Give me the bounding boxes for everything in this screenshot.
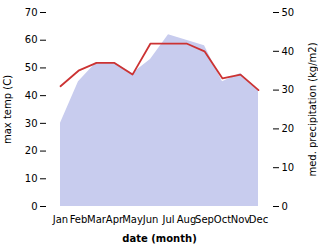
- svg-text:10: 10: [25, 173, 38, 184]
- svg-text:Jul: Jul: [161, 214, 174, 225]
- svg-text:20: 20: [25, 145, 38, 156]
- svg-text:Jun: Jun: [142, 214, 159, 225]
- svg-text:20: 20: [282, 123, 295, 134]
- svg-text:max temp (C): max temp (C): [2, 75, 13, 144]
- svg-text:0: 0: [31, 201, 37, 212]
- svg-text:Dec: Dec: [249, 214, 268, 225]
- svg-text:Sep: Sep: [195, 214, 214, 225]
- svg-text:Aug: Aug: [177, 214, 197, 225]
- svg-text:Jan: Jan: [52, 214, 68, 225]
- svg-text:May: May: [122, 214, 143, 225]
- svg-text:Nov: Nov: [231, 214, 251, 225]
- svg-text:50: 50: [282, 7, 295, 18]
- svg-text:Feb: Feb: [70, 214, 88, 225]
- svg-text:60: 60: [25, 34, 38, 45]
- svg-text:0: 0: [282, 201, 288, 212]
- svg-text:30: 30: [25, 118, 38, 129]
- svg-text:30: 30: [282, 84, 295, 95]
- svg-text:40: 40: [25, 90, 38, 101]
- svg-text:70: 70: [25, 7, 38, 18]
- svg-text:Oct: Oct: [214, 214, 231, 225]
- svg-text:10: 10: [282, 162, 295, 173]
- svg-text:50: 50: [25, 62, 38, 73]
- svg-text:date (month): date (month): [122, 233, 196, 244]
- svg-text:Mar: Mar: [87, 214, 107, 225]
- svg-text:Apr: Apr: [105, 213, 124, 225]
- svg-text:40: 40: [282, 46, 295, 57]
- svg-text:med. precipitation (kg/m2): med. precipitation (kg/m2): [307, 42, 318, 176]
